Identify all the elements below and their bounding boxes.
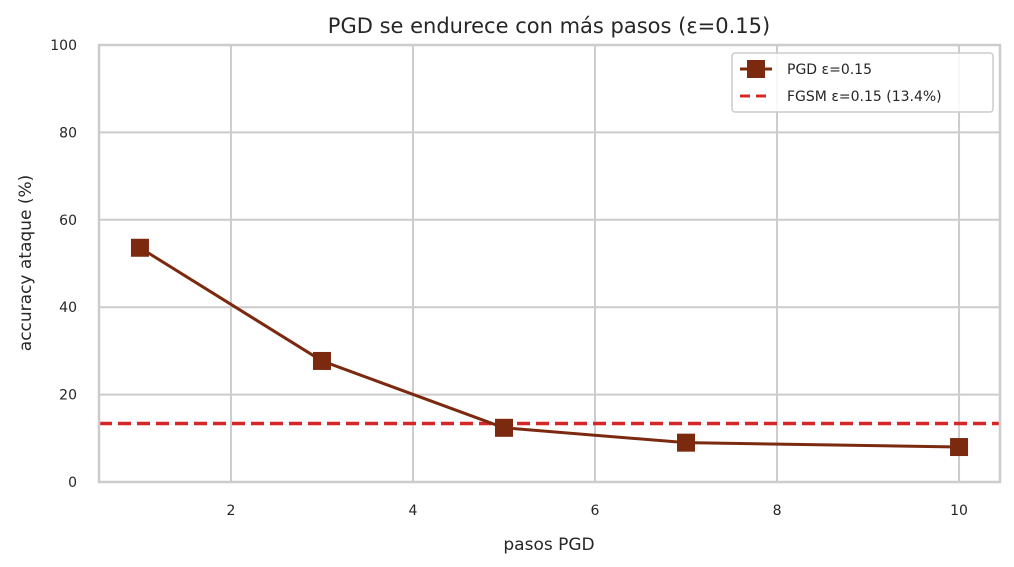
chart-title: PGD se endurece con más pasos (ε=0.15) (328, 14, 770, 38)
x-axis-label: pasos PGD (503, 535, 594, 555)
legend-pgd-marker (747, 60, 765, 78)
x-tick-label-1: 4 (409, 503, 418, 519)
x-tick-label-2: 6 (591, 503, 600, 519)
y-tick-label-0: 0 (68, 475, 77, 491)
data-point-1 (312, 351, 331, 370)
x-tick-label-4: 10 (950, 503, 968, 519)
y-tick-label-5: 100 (50, 38, 77, 54)
data-point-3 (677, 433, 696, 452)
y-tick-label-2: 40 (59, 300, 77, 316)
legend: PGD ε=0.15 FGSM ε=0.15 (13.4%) (731, 52, 994, 113)
data-point-2 (494, 418, 513, 437)
y-axis-label: accuracy ataque (%) (16, 175, 36, 351)
series-line-pgd (139, 246, 960, 449)
axes-frame (97, 43, 1002, 484)
x-tick-label-3: 8 (773, 503, 782, 519)
y-tick-label-1: 20 (59, 388, 77, 404)
y-tick-label-3: 60 (59, 213, 77, 229)
legend-pgd-label: PGD ε=0.15 (787, 62, 872, 78)
y-tick-label-4: 80 (59, 125, 77, 141)
x-tick-label-0: 2 (227, 503, 236, 519)
data-point-4 (950, 438, 969, 457)
data-point-0 (130, 238, 149, 257)
plot-area (99, 238, 1000, 457)
legend-fgsm-label: FGSM ε=0.15 (13.4%) (787, 89, 942, 105)
legend-box (731, 52, 994, 113)
